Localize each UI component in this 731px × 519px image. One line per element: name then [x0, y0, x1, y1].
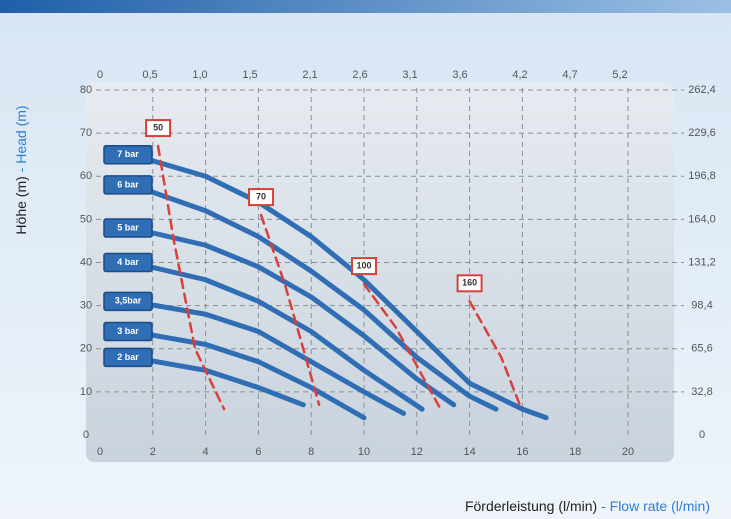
y2-tick-label: 196,8 — [688, 170, 716, 182]
x2-tick-label: 4,2 — [512, 69, 527, 81]
curve-label-box — [103, 347, 153, 368]
y-axis-title: Höhe (m) - Head (m) — [13, 105, 29, 234]
curve — [129, 354, 306, 408]
y-tick-label: 70 — [80, 127, 92, 139]
y2-tick-label: 0 — [699, 429, 705, 441]
curve — [129, 152, 549, 421]
x-tick-label: 14 — [463, 446, 475, 458]
curve-label-box — [351, 257, 377, 276]
dashed-curve — [468, 300, 522, 407]
x-tick-label: 4 — [203, 446, 209, 458]
curve-label: 5 bar — [117, 222, 139, 232]
x2-tick-label: 2,6 — [352, 69, 367, 81]
curve-label-box — [103, 144, 153, 165]
curve-label: 3,5bar — [115, 296, 142, 306]
y2-tick-label: 262,4 — [688, 84, 716, 96]
y-tick-label: 0 — [83, 429, 89, 441]
x-tick-label: 10 — [358, 446, 370, 458]
y-tick-label: 60 — [80, 170, 92, 182]
header-band — [0, 0, 731, 13]
y-axis-title-en: - Head (m) — [13, 105, 29, 176]
curve — [129, 182, 499, 412]
y-tick-label: 50 — [80, 213, 92, 225]
curve-label-box — [248, 188, 275, 207]
curve-label-box — [103, 252, 153, 273]
curve — [129, 298, 407, 416]
x-axis-title: Förderleistung (l/min) - Flow rate (l/mi… — [465, 498, 710, 514]
y-tick-label: 10 — [80, 386, 92, 398]
curve — [129, 225, 457, 408]
x-axis-title-de: Förderleistung (l/min) — [465, 498, 597, 514]
x-tick-label: 8 — [308, 446, 314, 458]
y2-tick-label: 32,8 — [691, 386, 712, 398]
curve-label-box — [103, 321, 153, 342]
curve-label-box — [103, 175, 153, 195]
curve-label-box — [103, 218, 153, 238]
x-tick-label: 6 — [255, 446, 261, 458]
curve-label: 4 bar — [117, 257, 139, 267]
x-tick-label: 16 — [516, 446, 528, 458]
dashed-curve — [259, 213, 321, 407]
x2-tick-label: 5,2 — [612, 69, 627, 81]
curve — [129, 329, 367, 421]
curve-label-box — [103, 291, 153, 312]
x2-tick-label: 1,0 — [192, 69, 207, 81]
curve-label: 3 bar — [117, 326, 139, 336]
x-axis-title-en: - Flow rate (l/min) — [597, 498, 710, 514]
x2-tick-label: 3,1 — [402, 69, 417, 81]
y-tick-label: 30 — [80, 300, 92, 312]
x-tick-label: 0 — [97, 446, 103, 458]
y-tick-label: 40 — [80, 256, 92, 268]
x-tick-label: 20 — [622, 446, 634, 458]
y2-tick-label: 131,2 — [688, 256, 716, 268]
dashed-curve — [362, 282, 442, 411]
x2-tick-label: 2,1 — [302, 69, 317, 81]
curve-label: 50 — [153, 122, 163, 132]
x-tick-label: 2 — [150, 446, 156, 458]
x2-tick-label: 0,5 — [142, 69, 157, 81]
y-tick-label: 20 — [80, 343, 92, 355]
dashed-curve — [156, 144, 226, 411]
y2-tick-label: 164,0 — [688, 213, 716, 225]
x2-tick-label: 1,5 — [242, 69, 257, 81]
x-tick-label: 18 — [569, 446, 581, 458]
curve-label: 100 — [356, 260, 371, 270]
plot-area — [86, 82, 674, 462]
y-axis-title-de: Höhe (m) — [13, 176, 29, 234]
y-tick-label: 80 — [80, 84, 92, 96]
y2-tick-label: 229,6 — [688, 127, 716, 139]
curve-label: 160 — [462, 278, 477, 288]
x2-tick-label: 3,6 — [452, 69, 467, 81]
curve-label: 7 bar — [117, 149, 139, 159]
x-tick-label: 12 — [411, 446, 423, 458]
curve-label: 6 bar — [117, 179, 139, 189]
curve-label-box — [456, 274, 483, 293]
curve-label: 2 bar — [117, 352, 139, 362]
curve-label-box — [145, 119, 172, 138]
x2-tick-label: 0 — [97, 69, 103, 81]
curve — [129, 260, 425, 412]
y2-tick-label: 65,6 — [691, 343, 712, 355]
y2-tick-label: 98,4 — [691, 300, 712, 312]
x2-tick-label: 4,7 — [562, 69, 577, 81]
curve-label: 70 — [256, 191, 266, 201]
